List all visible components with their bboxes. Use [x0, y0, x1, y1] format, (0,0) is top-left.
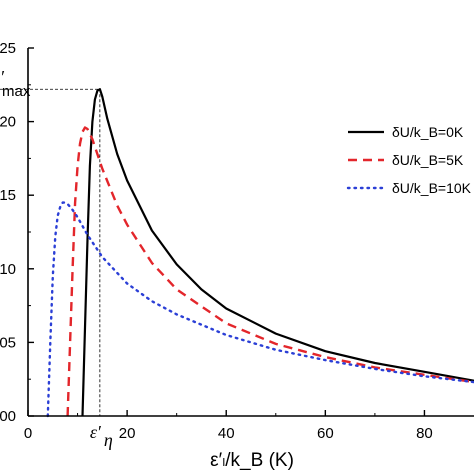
xeta-label: ε′	[90, 422, 102, 442]
legend-label-2: δU/k_B=10K	[392, 180, 472, 196]
legend-label-1: δU/k_B=5K	[392, 152, 464, 168]
x-tick-label-1: 20	[119, 425, 136, 442]
x-tick-label-4: 80	[416, 425, 433, 442]
ymax-label: max	[2, 83, 31, 100]
y-tick-label-0: 00	[0, 408, 16, 425]
legend-label-0: δU/k_B=0K	[392, 124, 464, 140]
series-line-2	[46, 201, 474, 418]
series-line-1	[66, 126, 474, 417]
series-line-0	[81, 88, 474, 417]
y-tick-label-4: 20	[0, 114, 16, 131]
x-axis-label: ε′ₗ/k_B (K)	[210, 450, 294, 471]
x-tick-label-3: 60	[317, 425, 334, 442]
y-tick-label-1: 05	[0, 334, 16, 351]
y-tick-label-5: 25	[0, 40, 16, 57]
y-tick-label-3: 15	[0, 187, 16, 204]
xeta-subscript: η	[104, 430, 113, 450]
y-tick-label-2: 10	[0, 261, 16, 278]
ymax-prime-mark: ′	[0, 67, 5, 87]
legend: δU/k_B=0K δU/k_B=5K δU/k_B=10K	[346, 124, 472, 196]
x-tick-label-0: 0	[24, 425, 32, 442]
x-tick-label-2: 40	[218, 425, 235, 442]
